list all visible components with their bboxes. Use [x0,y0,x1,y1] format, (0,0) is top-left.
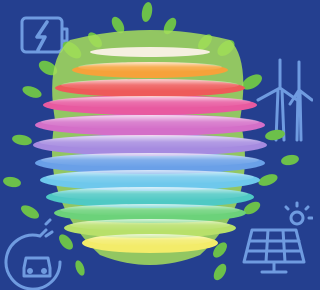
page: {} [0,0,313,290]
illustration [0,0,313,290]
